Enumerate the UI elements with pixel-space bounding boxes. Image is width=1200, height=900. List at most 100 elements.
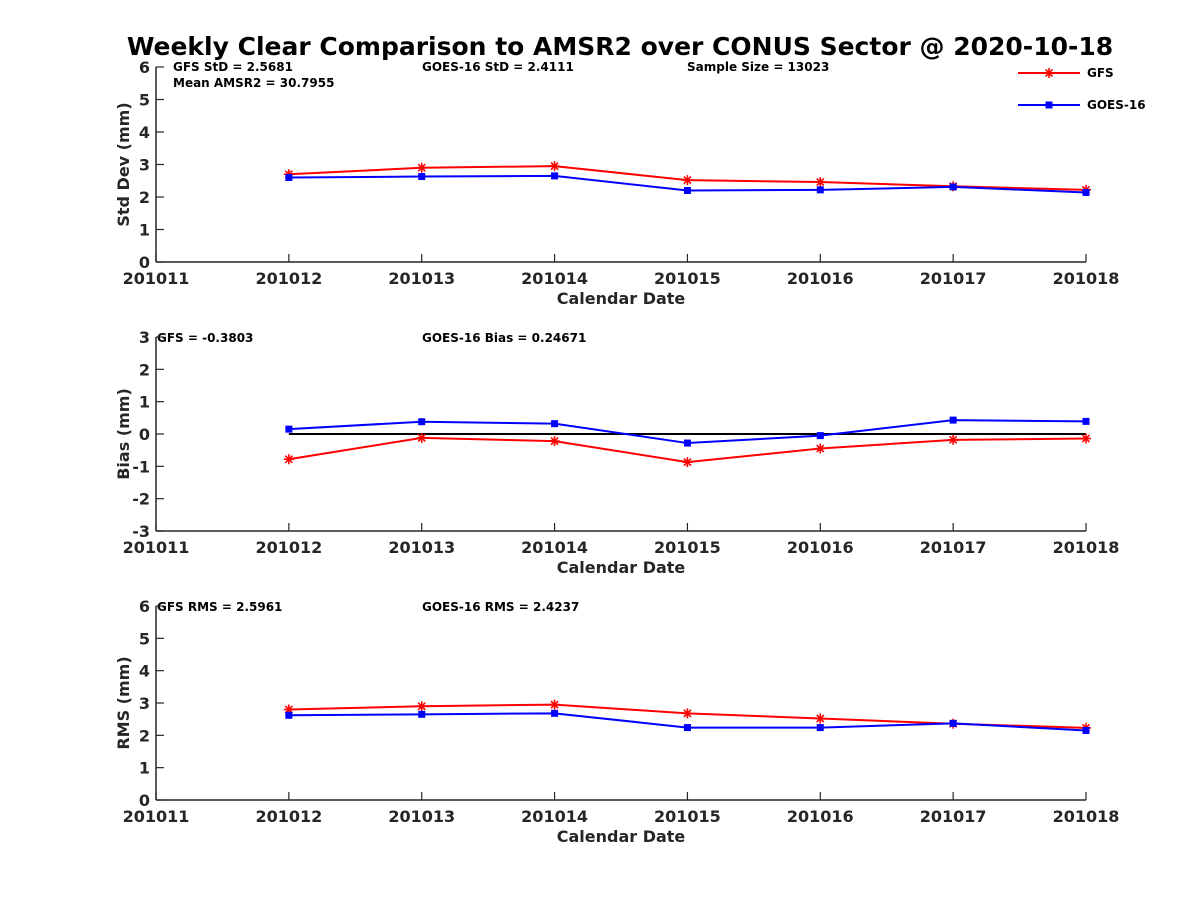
rms-y-tick-label: 0 [139, 791, 150, 810]
rms-goes-16-point [418, 710, 426, 718]
rms-gfs-annotation: GFS RMS = 2.5961 [157, 600, 282, 614]
rms-goes-16-point [1082, 726, 1090, 734]
bias-x-tick-label: 201018 [1053, 538, 1120, 557]
bias-goes-16-point [816, 432, 824, 440]
bias-x-tick-label: 201012 [255, 538, 322, 557]
bias-y-tick-label: -2 [132, 490, 150, 509]
bias-y-tick-label: 1 [139, 393, 150, 412]
bias-gfs-point [948, 434, 959, 445]
legend: GFS GOES-16 [1018, 66, 1146, 112]
rms-y-axis-label: RMS (mm) [114, 656, 133, 749]
rms-x-axis-label: Calendar Date [557, 827, 686, 846]
bias-goes-16-point [1082, 417, 1090, 425]
legend-goes-marker-shape [1045, 101, 1053, 109]
legend-goes-marker [1045, 101, 1053, 109]
bias-goes-16-point [551, 420, 559, 428]
rms-goes-16-point [683, 724, 691, 732]
std-y-tick-label: 0 [139, 253, 150, 272]
std-goes-16-point [551, 172, 559, 180]
std-gfs-point [416, 162, 427, 173]
std-y-tick-label: 2 [139, 188, 150, 207]
std-y-tick-label: 3 [139, 156, 150, 175]
bias-x-tick-label: 201014 [521, 538, 588, 557]
rms-panel: 201011 201012 201013 201014 201015 201016 2010… [114, 597, 1119, 846]
std-x-tick-label: 201015 [654, 269, 721, 288]
rms-goes-annotation: GOES-16 RMS = 2.4237 [422, 600, 579, 614]
std-x-tick-label: 201014 [521, 269, 588, 288]
bias-x-axis-label: Calendar Date [557, 558, 686, 577]
rms-x-tick-label: 201014 [521, 807, 588, 826]
std-x-tick-label: 201011 [123, 269, 190, 288]
bias-gfs-point [815, 443, 826, 454]
rms-x-tick-label: 201018 [1053, 807, 1120, 826]
rms-y-tick-label: 4 [139, 662, 150, 681]
std-y-tick-label: 5 [139, 91, 150, 110]
std-dev-panel: 201011 201012 201013 201014 201015 201016 2010… [114, 58, 1119, 308]
std-goes-16-point [418, 173, 426, 181]
std-y-tick-label: 1 [139, 221, 150, 240]
bias-y-axis-label: Bias (mm) [114, 388, 133, 480]
std-goes-16-point [949, 183, 957, 191]
bias-y-tick-label: 0 [139, 425, 150, 444]
bias-gfs-point [682, 457, 693, 468]
rms-y-tick-label: 2 [139, 726, 150, 745]
std-gfs-point [549, 161, 560, 172]
std-x-tick-label: 201016 [787, 269, 854, 288]
std-goes-annotation: GOES-16 StD = 2.4111 [422, 60, 574, 74]
legend-gfs-marker [1044, 68, 1054, 78]
std-x-tick-label: 201012 [255, 269, 322, 288]
std-y-tick-label: 4 [139, 123, 150, 142]
std-gfs-point [815, 177, 826, 188]
rms-goes-16-point [816, 724, 824, 732]
bias-y-tick-label: -3 [132, 522, 150, 541]
bias-x-tick-label: 201016 [787, 538, 854, 557]
bias-goes-16-point [285, 425, 293, 433]
rms-x-tick-label: 201016 [787, 807, 854, 826]
bias-gfs-annotation: GFS = -0.3803 [157, 331, 253, 345]
bias-y-tick-label: -1 [132, 457, 150, 476]
bias-gfs-point [416, 432, 427, 443]
rms-y-tick-label: 6 [139, 597, 150, 616]
rms-goes-16-point [551, 709, 559, 717]
legend-gfs-label: GFS [1087, 66, 1114, 80]
std-gfs-point [682, 175, 693, 186]
bias-goes-16-point [949, 416, 957, 424]
bias-y-tick-label: 3 [139, 328, 150, 347]
bias-goes-16-point [418, 418, 426, 426]
rms-gfs-point [416, 701, 427, 712]
std-x-tick-label: 201018 [1053, 269, 1120, 288]
rms-gfs-point [682, 708, 693, 719]
std-x-tick-label: 201017 [920, 269, 987, 288]
bias-gfs-point [549, 436, 560, 447]
legend-gfs-marker-shape [1044, 68, 1054, 78]
chart-title: Weekly Clear Comparison to AMSR2 over CO… [127, 32, 1113, 61]
rms-y-tick-label: 3 [139, 694, 150, 713]
bias-x-tick-label: 201013 [388, 538, 455, 557]
std-goes-16-point [1082, 188, 1090, 196]
std-goes-16-point [816, 186, 824, 194]
std-sample-annotation: Sample Size = 13023 [687, 60, 829, 74]
std-gfs-annotation: GFS StD = 2.5681 [173, 60, 293, 74]
std-x-axis-label: Calendar Date [557, 289, 686, 308]
rms-y-tick-label: 5 [139, 629, 150, 648]
rms-x-tick-label: 201013 [388, 807, 455, 826]
std-y-axis-label: Std Dev (mm) [114, 102, 133, 226]
rms-goes-16-point [949, 719, 957, 727]
rms-y-tick-label: 1 [139, 759, 150, 778]
rms-gfs-point [815, 713, 826, 724]
bias-x-tick-label: 201011 [123, 538, 190, 557]
bias-x-tick-label: 201017 [920, 538, 987, 557]
std-x-tick-label: 201013 [388, 269, 455, 288]
rms-x-tick-label: 201012 [255, 807, 322, 826]
std-goes-16-point [683, 187, 691, 194]
rms-goes-16-point [285, 711, 293, 719]
std-goes-16-point [285, 174, 293, 181]
bias-x-tick-label: 201015 [654, 538, 721, 557]
bias-goes-annotation: GOES-16 Bias = 0.24671 [422, 331, 586, 345]
bias-panel: 201011 201012 201013 201014 201015 201016 2010… [114, 328, 1119, 577]
std-y-tick-label: 6 [139, 58, 150, 77]
bias-y-tick-label: 2 [139, 360, 150, 379]
rms-x-tick-label: 201015 [654, 807, 721, 826]
legend-goes-label: GOES-16 [1087, 98, 1146, 112]
